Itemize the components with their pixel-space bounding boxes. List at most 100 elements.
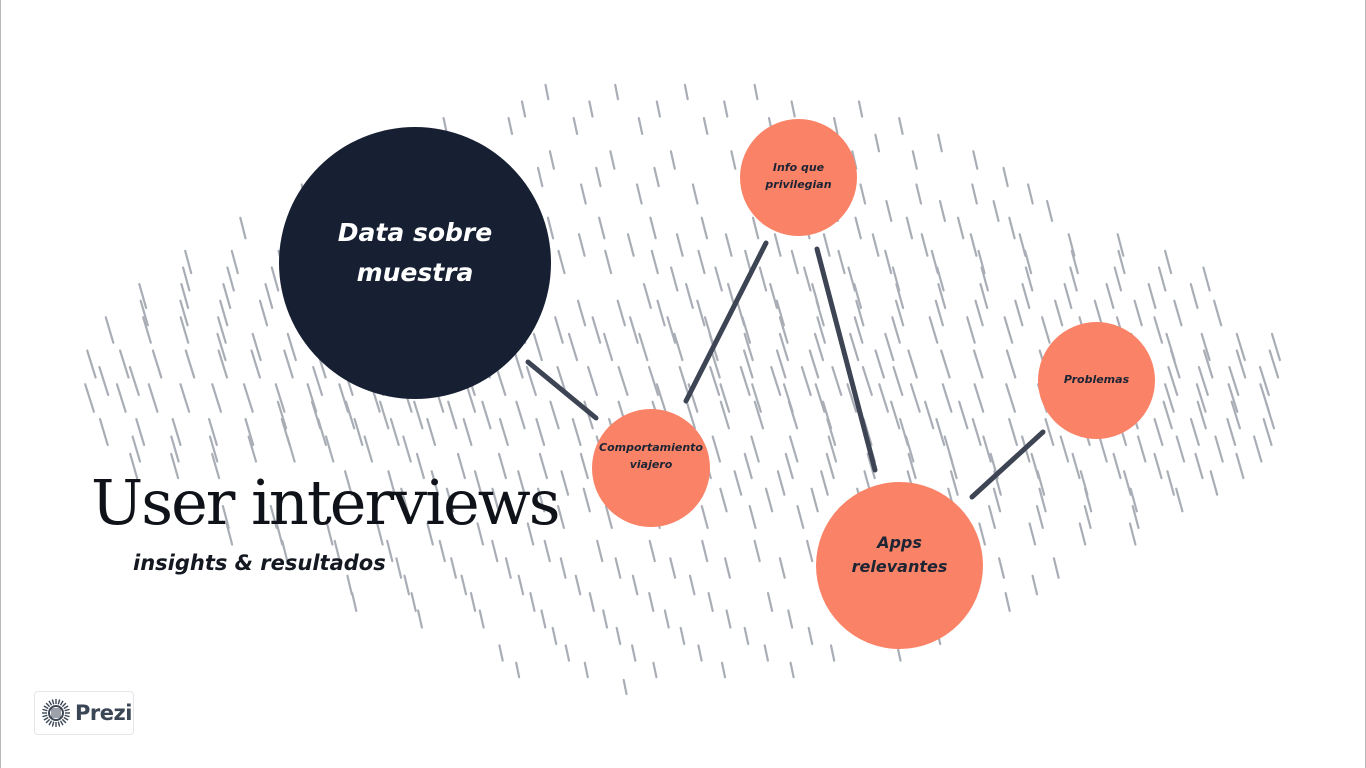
hatch-mark [413,400,424,430]
hatch-mark [626,233,635,257]
hatch-mark [338,383,349,413]
hatch-mark [535,418,546,446]
hatch-mark [1262,418,1273,446]
hatch-mark [892,366,904,396]
hatch-mark [520,100,527,118]
hatch-mark [217,316,227,344]
hatch-mark [807,626,814,646]
topic-comportamiento-viajero[interactable]: Comportamiento viajero [592,409,710,527]
hatch-mark [1194,452,1204,480]
hatch-mark [909,383,921,413]
logo-ray [63,705,69,710]
hatch-mark [796,505,805,530]
hatch-mark [1053,299,1064,327]
hatch-mark [1117,249,1126,275]
hatch-mark [86,349,97,379]
logo-ray [64,708,70,712]
hatch-mark [885,200,893,222]
hatch-mark [540,609,547,629]
hatch-mark [710,349,721,379]
hatch-mark [591,316,602,344]
hatch-mark [979,283,989,309]
hatch-mark [810,487,819,513]
hatch-mark [497,452,507,480]
hatch-mark [491,487,500,513]
hatch-mark [1235,332,1246,362]
hatch-mark [891,316,901,344]
hatch-mark [1036,470,1046,496]
hatch-mark [571,418,582,446]
hatch-mark [151,349,163,379]
hatch-mark [936,266,945,292]
hatch-mark [743,626,750,646]
prezi-logo-link[interactable]: Prezi [34,691,134,735]
hatch-mark [333,539,341,563]
hatch-mark [1008,216,1016,240]
hatch-mark [679,626,686,646]
topic-data-sobre-muestra[interactable]: Data sobre muestra [279,127,551,399]
hatch-mark [1189,418,1200,446]
topic-info-que-privilegian[interactable]: Info que privilegian [740,119,857,236]
hatch-mark [635,183,643,205]
hatch-mark [631,574,639,596]
hatch-mark [859,183,867,205]
hatch-mark [1169,349,1181,379]
topic-label: Info que privilegian [765,160,832,191]
hatch-mark [650,249,659,275]
hatch-mark [438,539,446,563]
logo-ray [45,718,51,724]
hatch-mark [723,100,729,118]
topic-apps-relevantes[interactable]: Apps relevantes [816,482,983,649]
hatch-mark [1044,418,1055,446]
hatch-mark [915,183,923,205]
hatch-mark [685,400,697,430]
hatch-mark [182,266,191,292]
hatch-mark [696,299,706,327]
hatch-mark [822,233,831,257]
hatch-mark [1214,435,1224,463]
topic-problemas[interactable]: Problemas [1038,322,1155,439]
hatch-mark [171,418,182,446]
hatch-mark [972,349,984,379]
hatch-mark [543,539,551,563]
hatch-mark [787,609,794,629]
hatch-mark [211,452,221,480]
hatch-mark [719,487,728,513]
hatch-mark [410,591,417,613]
hatch-mark [874,133,881,153]
hatch-mark [579,452,589,480]
hatch-mark [270,266,280,292]
hatch-mark [733,470,743,496]
hatch-mark [711,435,722,463]
hatch-mark [1005,349,1017,379]
hatch-mark [1258,366,1270,396]
hatch-mark [637,116,644,135]
hatch-mark [286,332,297,362]
hatch-mark [495,366,507,396]
hatch-mark [179,383,191,413]
hatch-mark [992,200,1000,222]
hatch-mark [1175,487,1184,513]
logo-ray [57,721,61,727]
hatch-mark [567,332,579,362]
hatch-mark [923,400,935,430]
prezi-logo-text: Prezi [75,701,132,725]
logo-ray [43,716,49,721]
hatch-mark [1202,266,1211,292]
hatch-mark [1129,487,1138,513]
hatch-mark [208,435,219,463]
logo-ray [64,714,70,718]
hatch-mark [700,505,709,530]
logo-ray [43,705,49,710]
hatch-mark [949,470,959,496]
hatch-mark [447,400,458,430]
hatch-mark [1035,505,1044,530]
hatch-mark [546,216,555,240]
hatch-mark [104,316,115,344]
hatch-mark [853,283,863,309]
hatch-mark [751,383,762,413]
hatch-mark [778,332,790,362]
hatch-mark [1021,283,1031,309]
hatch-mark [604,505,613,530]
